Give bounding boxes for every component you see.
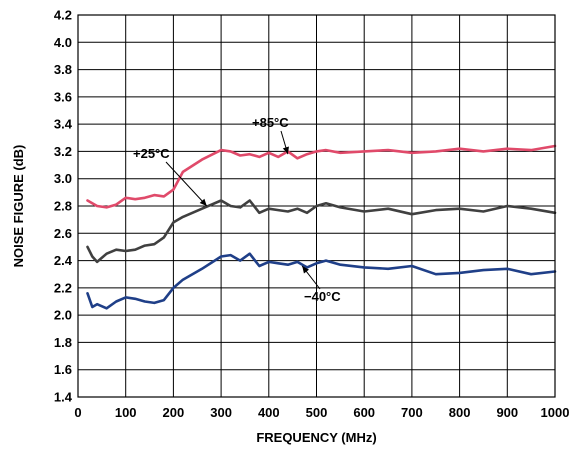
x-tick-label: 100 xyxy=(115,405,137,420)
y-tick-labels: 1.4 1.6 1.8 2.0 2.2 2.4 2.6 2.8 3.0 3.2 3.4 3.6 3.8 4… xyxy=(54,8,73,405)
annotation-arrowhead xyxy=(282,146,289,155)
y-tick-label: 1.8 xyxy=(54,335,72,350)
x-tick-label: 800 xyxy=(449,405,471,420)
x-tick-label: 700 xyxy=(401,405,423,420)
x-tick-label: 0 xyxy=(74,405,81,420)
series-line-0 xyxy=(86,144,557,209)
y-tick-label: 2.2 xyxy=(54,280,72,295)
annotation-arrowhead xyxy=(199,198,207,206)
annotation-arrowhead xyxy=(302,266,310,274)
x-tick-label: 1000 xyxy=(541,405,570,420)
y-tick-label: 4.0 xyxy=(54,35,72,50)
x-tick-labels: 0 100 200 300 400 500 600 700 800 900 1000 xyxy=(74,405,569,420)
x-tick-label: 500 xyxy=(306,405,328,420)
x-tick-label: 400 xyxy=(258,405,280,420)
y-tick-label: 3.0 xyxy=(54,171,72,186)
y-tick-label: 3.6 xyxy=(54,89,72,104)
y-tick-label: 2.8 xyxy=(54,199,72,214)
series-annotation-label: +25°C xyxy=(133,146,170,161)
series-annotation-label: −40°C xyxy=(304,289,341,304)
y-tick-label: 1.6 xyxy=(54,362,72,377)
x-axis-label: FREQUENCY (MHz) xyxy=(256,430,376,445)
y-tick-label: 1.4 xyxy=(54,390,73,405)
series-layer xyxy=(86,144,557,310)
y-tick-label: 2.0 xyxy=(54,308,72,323)
x-tick-label: 600 xyxy=(353,405,375,420)
x-tick-label: 200 xyxy=(163,405,185,420)
y-tick-label: 2.4 xyxy=(54,253,73,268)
y-tick-label: 3.4 xyxy=(54,117,73,132)
annotation-layer: +85°C +25°C −40°C xyxy=(133,115,341,304)
x-tick-label: 300 xyxy=(210,405,232,420)
y-axis-label: NOISE FIGURE (dB) xyxy=(11,145,26,268)
y-tick-label: 3.8 xyxy=(54,62,72,77)
x-tick-label: 900 xyxy=(496,405,518,420)
annotation-leader xyxy=(165,161,208,207)
y-tick-label: 3.2 xyxy=(54,144,72,159)
y-tick-label: 2.6 xyxy=(54,226,72,241)
series-line-1 xyxy=(86,199,557,264)
series-line-2 xyxy=(86,252,557,310)
series-annotation-label: +85°C xyxy=(252,115,289,130)
plot-frame xyxy=(77,14,556,398)
y-tick-label: 4.2 xyxy=(54,8,72,23)
